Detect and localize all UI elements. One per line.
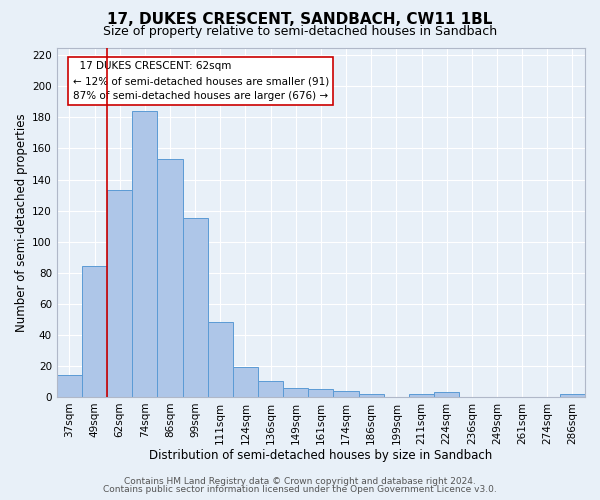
Bar xyxy=(82,266,107,397)
Bar xyxy=(308,389,334,397)
Bar xyxy=(409,394,434,397)
Bar xyxy=(182,218,208,397)
Bar xyxy=(208,322,233,397)
Bar xyxy=(107,190,132,397)
Text: 17 DUKES CRESCENT: 62sqm
← 12% of semi-detached houses are smaller (91)
87% of s: 17 DUKES CRESCENT: 62sqm ← 12% of semi-d… xyxy=(73,62,329,101)
Text: Contains HM Land Registry data © Crown copyright and database right 2024.: Contains HM Land Registry data © Crown c… xyxy=(124,477,476,486)
Bar xyxy=(434,392,459,397)
Bar xyxy=(132,111,157,397)
Bar xyxy=(283,388,308,397)
Bar xyxy=(157,160,182,397)
Bar xyxy=(560,394,585,397)
X-axis label: Distribution of semi-detached houses by size in Sandbach: Distribution of semi-detached houses by … xyxy=(149,450,493,462)
Bar xyxy=(233,368,258,397)
Bar xyxy=(359,394,384,397)
Bar xyxy=(258,382,283,397)
Bar xyxy=(57,375,82,397)
Text: 17, DUKES CRESCENT, SANDBACH, CW11 1BL: 17, DUKES CRESCENT, SANDBACH, CW11 1BL xyxy=(107,12,493,28)
Text: Size of property relative to semi-detached houses in Sandbach: Size of property relative to semi-detach… xyxy=(103,25,497,38)
Y-axis label: Number of semi-detached properties: Number of semi-detached properties xyxy=(15,113,28,332)
Bar xyxy=(334,390,359,397)
Text: Contains public sector information licensed under the Open Government Licence v3: Contains public sector information licen… xyxy=(103,485,497,494)
